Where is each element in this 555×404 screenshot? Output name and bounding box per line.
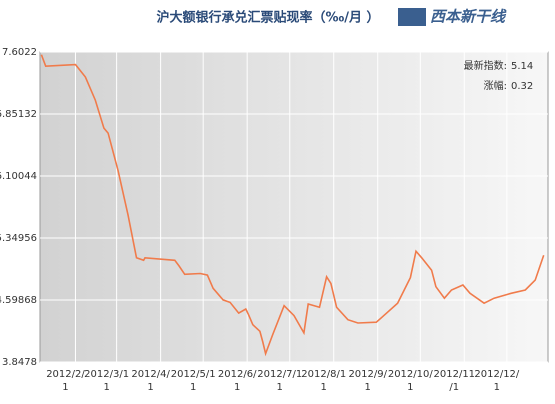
logo-icon xyxy=(398,8,426,26)
x-tick-label: 1 xyxy=(103,382,109,393)
x-tick-label: /1 xyxy=(449,382,459,393)
x-tick-label: 2012/10/ xyxy=(388,369,434,380)
x-tick-label: 2012/9/ xyxy=(348,369,387,380)
x-tick-label: 2012/4/ xyxy=(131,369,170,380)
data-line xyxy=(40,54,545,357)
x-tick-label: 2012/6/ xyxy=(218,369,257,380)
x-tick-label: 1 xyxy=(234,382,240,393)
x-tick-label: 1 xyxy=(321,382,327,393)
plot-area xyxy=(39,51,549,363)
x-tick-label: 2012/3/1 xyxy=(84,369,129,380)
x-tick-label: 1 xyxy=(277,382,283,393)
x-tick-label: 2012/11 xyxy=(434,369,476,380)
x-tick-label: 1 xyxy=(190,382,196,393)
x-tick-label: 2012/8/1 xyxy=(301,369,346,380)
y-tick-label: 3.8478 xyxy=(2,357,37,368)
chart-title: 沪大额银行承兑汇票贴现率（‰/月 ） xyxy=(157,10,380,26)
x-tick-label: 1 xyxy=(365,382,371,393)
x-tick-label: 2012/5/1 xyxy=(171,369,216,380)
x-tick-label: 1 xyxy=(147,382,153,393)
y-tick-label: 4.59868 xyxy=(0,295,37,306)
x-tick-label: 2012/12/ xyxy=(474,369,520,380)
y-tick-label: 6.10044 xyxy=(0,171,37,182)
y-tick-label: 6.85132 xyxy=(0,109,37,120)
x-tick-label: 2012/7/1 xyxy=(257,369,302,380)
x-tick-label: 2012/2/ xyxy=(46,369,85,380)
info-label: 涨幅: xyxy=(484,79,507,92)
x-tick-label: 1 xyxy=(494,382,500,393)
logo: 西本新干线 xyxy=(430,8,507,26)
y-tick-label: 5.34956 xyxy=(0,233,37,244)
x-tick-label: 1 xyxy=(62,382,68,393)
x-tick-label: 1 xyxy=(407,382,413,393)
info-label: 最新指数: xyxy=(464,59,507,72)
info-value: 5.14 xyxy=(511,61,533,72)
info-value: 0.32 xyxy=(511,81,533,92)
y-tick-label: 7.6022 xyxy=(2,47,37,58)
